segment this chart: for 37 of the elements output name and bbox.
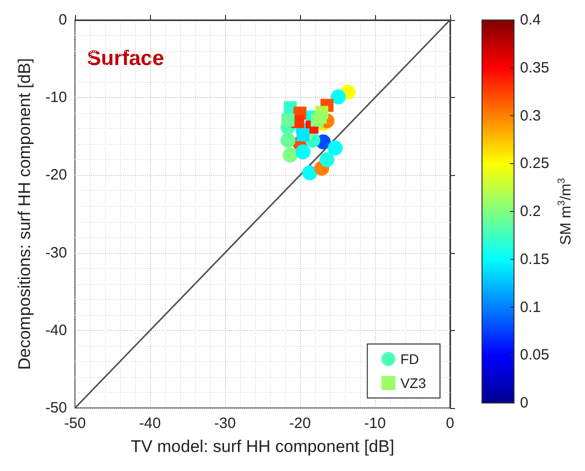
point — [314, 110, 327, 124]
point — [280, 132, 296, 148]
point — [282, 148, 298, 163]
point — [282, 114, 294, 127]
color-bar-label: 0.35 — [520, 59, 550, 76]
x-tick-label: -10 — [364, 415, 386, 432]
x-axis-title: TV model: surf HH component [dB] — [130, 437, 394, 456]
legend-label: VZ3 — [400, 375, 426, 391]
point — [296, 144, 310, 160]
y-tick-label: -50 — [45, 400, 67, 416]
color-bar-label: 0.1 — [520, 298, 541, 316]
y-tick-label: -20 — [45, 166, 67, 184]
annotation: Surface — [87, 47, 164, 70]
color-bar-label: 0.3 — [520, 107, 541, 124]
color-bar-label: 0.05 — [520, 346, 550, 364]
color-bar-label: 0.4 — [520, 12, 541, 28]
color-bar-label: 0.25 — [520, 155, 550, 172]
y-axis-title: Decompositions: surf HH component [dB] — [15, 58, 34, 370]
point — [328, 140, 343, 156]
legend-label: FD — [400, 351, 419, 367]
y-tick-label: -10 — [45, 89, 67, 106]
color-bar-label: 0 — [520, 394, 528, 412]
color-bar-title: SM m3/m3 — [556, 178, 574, 245]
y-tick-label: -30 — [45, 244, 67, 262]
point — [320, 152, 334, 168]
x-tick-label: -40 — [139, 415, 161, 432]
color-bar-label: 0.15 — [520, 250, 550, 268]
x-tick-label: -20 — [289, 415, 311, 432]
x-tick-label: 0 — [446, 415, 454, 432]
point — [302, 165, 318, 180]
point — [296, 128, 310, 142]
y-tick-label: -40 — [45, 322, 67, 339]
x-tick-label: -30 — [214, 415, 236, 432]
point — [330, 89, 346, 104]
x-tick-label: -50 — [64, 415, 86, 432]
y-tick-label: 0 — [58, 12, 67, 28]
color-bar-label: 0.2 — [520, 203, 541, 220]
